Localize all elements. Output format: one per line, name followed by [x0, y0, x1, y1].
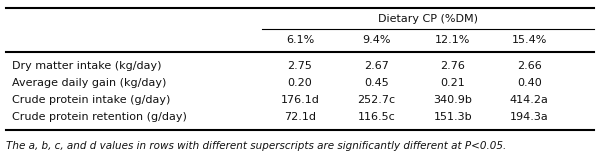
Text: 0.20: 0.20: [287, 78, 313, 88]
Text: 2.67: 2.67: [364, 61, 389, 71]
Text: 6.1%: 6.1%: [286, 35, 314, 45]
Text: 194.3a: 194.3a: [510, 112, 548, 122]
Text: 414.2a: 414.2a: [510, 95, 549, 105]
Text: Dietary CP (%DM): Dietary CP (%DM): [378, 14, 478, 24]
Text: 9.4%: 9.4%: [362, 35, 391, 45]
Text: The a, b, c, and d values in rows with different superscripts are significantly : The a, b, c, and d values in rows with d…: [6, 141, 506, 151]
Text: 116.5c: 116.5c: [358, 112, 395, 122]
Text: 2.66: 2.66: [517, 61, 542, 71]
Text: Crude protein retention (g/day): Crude protein retention (g/day): [12, 112, 187, 122]
Text: 12.1%: 12.1%: [435, 35, 470, 45]
Text: 151.3b: 151.3b: [434, 112, 472, 122]
Text: 340.9b: 340.9b: [433, 95, 472, 105]
Text: Dry matter intake (kg/day): Dry matter intake (kg/day): [12, 61, 161, 71]
Text: Average daily gain (kg/day): Average daily gain (kg/day): [12, 78, 166, 88]
Text: 15.4%: 15.4%: [512, 35, 547, 45]
Text: 2.75: 2.75: [287, 61, 313, 71]
Text: 0.45: 0.45: [364, 78, 389, 88]
Text: 2.76: 2.76: [440, 61, 466, 71]
Text: 0.21: 0.21: [440, 78, 465, 88]
Text: 176.1d: 176.1d: [281, 95, 319, 105]
Text: 252.7c: 252.7c: [358, 95, 395, 105]
Text: 72.1d: 72.1d: [284, 112, 316, 122]
Text: Crude protein intake (g/day): Crude protein intake (g/day): [12, 95, 170, 105]
Text: 0.40: 0.40: [517, 78, 542, 88]
